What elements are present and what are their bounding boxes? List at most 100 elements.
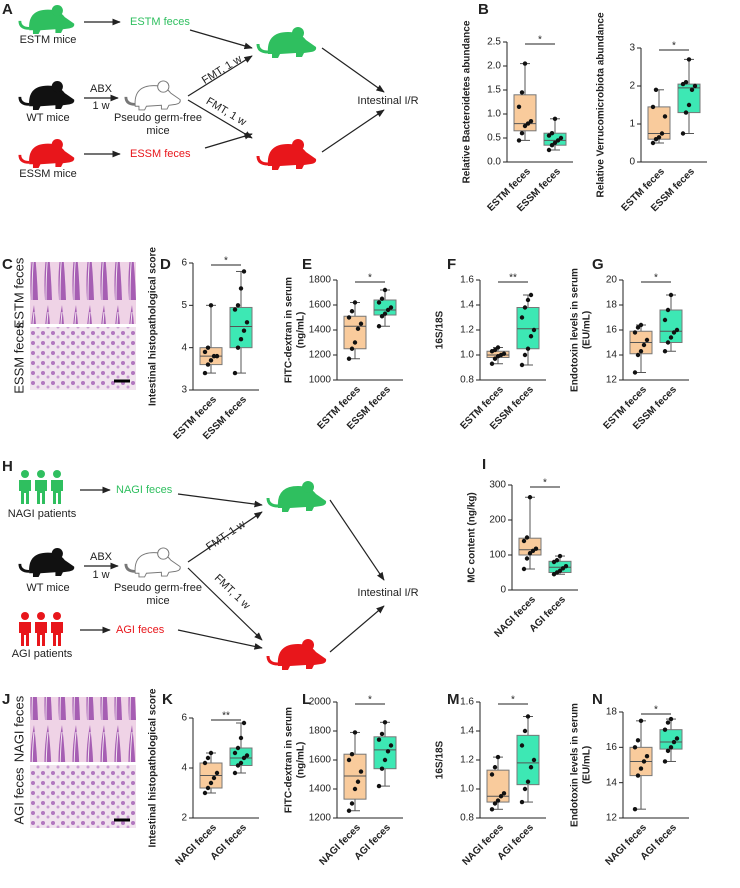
data-point xyxy=(519,362,525,368)
y-tick-label: 6 xyxy=(181,713,187,724)
label: Pseudo germ-free xyxy=(114,582,202,594)
y-tick-label: 2 xyxy=(629,81,635,92)
box xyxy=(677,83,701,114)
y-tick-label: 12 xyxy=(606,813,618,824)
data-point xyxy=(382,311,388,316)
x-tick-label: NAGI feces xyxy=(603,822,649,868)
arrow xyxy=(187,511,263,563)
data-point xyxy=(644,753,650,759)
data-point xyxy=(662,317,668,323)
y-tick-label: 1200 xyxy=(309,813,332,824)
y-tick-label: 2 xyxy=(181,813,187,824)
data-point xyxy=(495,754,501,760)
data-point xyxy=(668,335,674,340)
data-point xyxy=(635,352,641,358)
significance-label: * xyxy=(672,41,676,52)
y-tick-label: 1400 xyxy=(309,784,332,795)
data-point xyxy=(650,104,656,110)
data-point xyxy=(379,314,385,319)
y-tick-label: 16 xyxy=(606,742,618,753)
y-axis-label: FITC-dextran in serum xyxy=(284,707,295,813)
panel-label: C xyxy=(2,256,13,273)
data-point xyxy=(522,728,528,734)
y-tick-label: 1800 xyxy=(309,726,332,737)
label: FMT, 1 w xyxy=(204,518,248,553)
data-point xyxy=(521,566,527,572)
data-point xyxy=(692,83,698,89)
box xyxy=(373,736,397,770)
data-point xyxy=(388,305,394,310)
data-point xyxy=(632,370,638,375)
data-point xyxy=(656,135,662,140)
y-tick-label: 1000 xyxy=(309,375,332,386)
data-point xyxy=(516,104,522,110)
y-tick-label: 3 xyxy=(629,43,635,54)
significance-label: * xyxy=(368,273,372,284)
y-tick-label: 1.6 xyxy=(460,275,474,286)
data-point xyxy=(683,110,689,115)
data-point xyxy=(552,140,558,145)
box xyxy=(229,306,253,349)
y-axis-label: (ng/mL) xyxy=(296,312,307,349)
data-point xyxy=(638,349,644,354)
mouse-icon xyxy=(18,3,76,36)
x-tick-label: NAGI feces xyxy=(317,822,363,868)
label: ESTM feces xyxy=(130,16,190,28)
data-point xyxy=(358,321,364,326)
y-tick-label: 20 xyxy=(606,275,618,286)
data-point xyxy=(525,346,531,351)
data-point xyxy=(489,807,495,812)
y-tick-label: 4 xyxy=(181,342,187,353)
significance-label: * xyxy=(543,478,547,489)
y-tick-label: 1.0 xyxy=(487,109,501,120)
data-point xyxy=(671,330,677,335)
histology-image xyxy=(30,697,136,762)
label: FMT, 1 w xyxy=(200,53,244,87)
data-point xyxy=(492,801,498,806)
data-point xyxy=(355,779,361,784)
data-point xyxy=(524,556,530,561)
data-point xyxy=(376,324,382,329)
y-tick-label: 18 xyxy=(606,707,618,718)
arrow xyxy=(329,605,385,653)
diagram-h: H NAGI patients NAGI feces WT mice ABX 1… xyxy=(2,458,419,672)
data-point xyxy=(558,135,564,141)
y-tick-label: 100 xyxy=(489,550,506,561)
data-point xyxy=(671,739,677,745)
y-tick-label: 0 xyxy=(629,157,635,168)
data-point xyxy=(235,303,241,308)
significance-label: * xyxy=(654,705,658,716)
data-point xyxy=(352,730,358,735)
data-point xyxy=(211,775,217,781)
label: ESTM mice xyxy=(20,34,77,46)
data-point xyxy=(635,773,641,778)
arrow xyxy=(204,132,253,149)
data-point xyxy=(638,766,644,771)
significance-label: * xyxy=(511,695,515,706)
data-point xyxy=(522,352,528,358)
y-axis-label: FITC-dextran in serum xyxy=(284,277,295,383)
person-icon xyxy=(35,612,47,646)
data-point xyxy=(346,808,352,813)
x-tick-label: NAGI feces xyxy=(173,822,219,868)
data-point xyxy=(662,759,668,764)
y-tick-label: 0.8 xyxy=(460,375,474,386)
y-tick-label: 1.0 xyxy=(460,784,474,795)
arrow xyxy=(321,109,385,153)
data-point xyxy=(531,757,537,763)
data-point xyxy=(674,327,680,333)
image-label: ESSM feces xyxy=(11,322,26,394)
data-point xyxy=(546,133,552,138)
box xyxy=(516,307,540,350)
data-point xyxy=(238,760,244,766)
data-point xyxy=(349,752,355,757)
data-point xyxy=(349,346,355,351)
arrow xyxy=(177,493,263,508)
person-icon xyxy=(51,612,63,646)
data-point xyxy=(522,786,528,792)
y-tick-label: 1.4 xyxy=(460,726,474,737)
data-point xyxy=(521,538,527,544)
data-point xyxy=(549,131,555,136)
